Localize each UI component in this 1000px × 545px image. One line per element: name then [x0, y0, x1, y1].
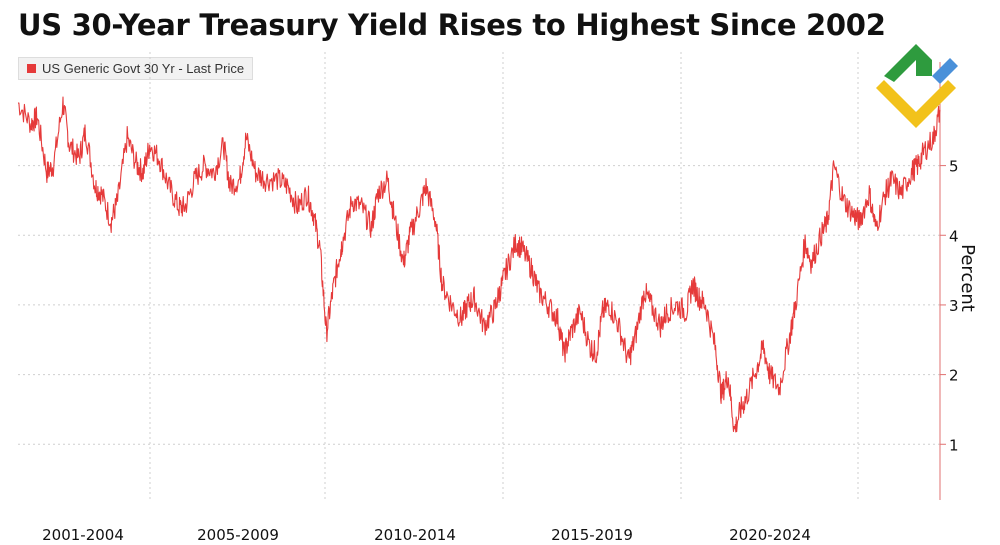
chart-title: US 30-Year Treasury Yield Rises to Highe… — [18, 8, 886, 42]
x-period-label: 2015-2019 — [551, 526, 633, 544]
legend: US Generic Govt 30 Yr - Last Price — [18, 57, 254, 80]
y-axis-title: Percent — [957, 244, 978, 312]
y-tick-label: 5 — [949, 158, 959, 176]
x-period-label: 2005-2009 — [197, 526, 279, 544]
legend-label: US Generic Govt 30 Yr - Last Price — [42, 61, 245, 76]
x-period-label: 2001-2004 — [42, 526, 124, 544]
legend-swatch — [27, 64, 36, 73]
y-tick-label: 4 — [949, 227, 959, 245]
series-line-us-30yr — [17, 96, 941, 433]
y-tick-label: 3 — [949, 297, 959, 315]
x-period-label: 2010-2014 — [374, 526, 456, 544]
y-tick-label: 1 — [949, 436, 959, 454]
y-tick-label: 2 — [949, 367, 959, 385]
x-period-label: 2020-2024 — [729, 526, 811, 544]
brand-logo-icon — [876, 44, 958, 128]
